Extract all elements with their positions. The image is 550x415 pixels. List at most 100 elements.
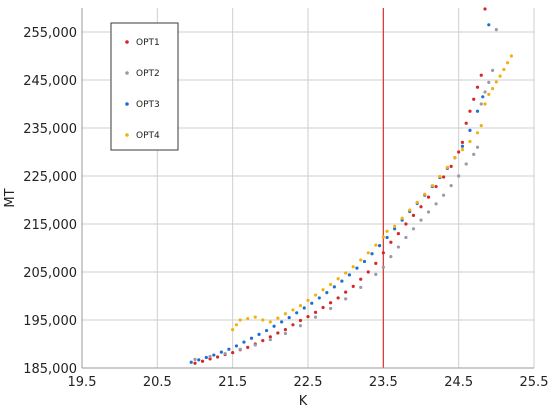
x-tick-label: 19.5 <box>68 375 97 390</box>
data-point <box>344 290 348 294</box>
data-point <box>411 213 416 217</box>
legend-marker <box>125 40 129 44</box>
x-tick-label: 25.5 <box>520 375 549 390</box>
data-point <box>268 335 272 339</box>
data-point <box>204 355 208 360</box>
y-axis-title: MT <box>3 188 18 207</box>
data-point <box>494 28 498 32</box>
data-point <box>193 361 197 365</box>
data-point <box>291 308 295 312</box>
data-point <box>483 102 487 106</box>
data-point <box>347 273 352 277</box>
data-point <box>404 235 408 240</box>
series-opt2 <box>193 28 498 361</box>
data-point <box>208 354 212 359</box>
data-point <box>460 140 465 144</box>
data-point <box>283 328 287 332</box>
data-point <box>370 252 374 256</box>
y-tick-label: 245,000 <box>23 74 77 89</box>
data-point <box>313 293 318 297</box>
legend-label: OPT3 <box>136 100 160 110</box>
data-point <box>487 80 491 84</box>
y-tick-label: 255,000 <box>23 26 77 41</box>
data-point <box>404 222 408 226</box>
data-point <box>374 272 378 276</box>
data-point <box>490 68 495 72</box>
data-point <box>197 358 201 362</box>
data-point <box>287 316 291 320</box>
data-point <box>393 224 397 228</box>
data-point <box>283 312 287 316</box>
data-point <box>389 255 393 259</box>
data-point <box>268 320 272 324</box>
data-point <box>336 296 340 300</box>
data-point <box>298 324 303 328</box>
data-point <box>329 306 333 311</box>
data-point <box>234 323 239 327</box>
data-point <box>325 291 329 295</box>
legend-box <box>110 22 179 151</box>
data-point <box>460 144 465 148</box>
data-point <box>227 347 231 351</box>
data-point <box>475 145 480 149</box>
data-point <box>261 339 265 343</box>
data-point <box>494 80 498 84</box>
data-point <box>298 318 303 323</box>
data-point <box>344 271 348 275</box>
data-point <box>475 109 480 113</box>
data-point <box>249 336 254 340</box>
data-point <box>193 357 197 361</box>
data-point <box>234 344 239 348</box>
data-point <box>498 74 502 78</box>
data-point <box>276 331 280 335</box>
data-point <box>475 85 480 89</box>
data-point <box>460 148 465 152</box>
data-point <box>295 311 299 315</box>
data-point <box>408 208 412 212</box>
data-point <box>479 102 483 106</box>
data-point <box>253 315 257 319</box>
series-opt1 <box>193 7 487 365</box>
data-point <box>389 240 393 244</box>
data-point <box>487 92 491 96</box>
data-point <box>445 165 449 169</box>
data-point <box>329 301 333 305</box>
data-point <box>385 229 389 233</box>
data-point <box>189 360 193 364</box>
data-point <box>468 139 472 144</box>
data-point <box>208 357 212 361</box>
data-point <box>351 284 355 288</box>
y-tick-label: 195,000 <box>23 314 77 329</box>
data-point <box>298 304 303 308</box>
data-point <box>317 296 321 300</box>
data-point <box>280 320 284 324</box>
data-point <box>242 340 246 344</box>
data-point <box>313 310 318 314</box>
y-tick-label: 185,000 <box>23 362 77 377</box>
data-point <box>415 200 419 204</box>
data-point <box>355 266 359 270</box>
data-point <box>310 301 314 305</box>
data-point <box>223 352 227 356</box>
y-tick-label: 215,000 <box>23 218 77 233</box>
data-point <box>351 265 355 269</box>
data-point <box>419 205 423 209</box>
data-point <box>468 109 472 113</box>
data-point <box>393 227 397 231</box>
data-point <box>283 331 287 336</box>
data-point <box>219 350 223 354</box>
legend-label: OPT1 <box>136 38 160 48</box>
data-point <box>306 298 310 302</box>
data-point <box>231 351 235 355</box>
data-point <box>231 328 235 332</box>
data-point <box>302 306 306 310</box>
data-point <box>381 235 385 239</box>
data-point <box>434 202 438 206</box>
x-tick-label: 23.5 <box>369 375 398 390</box>
data-point <box>276 316 280 320</box>
legend-label: OPT2 <box>136 69 160 79</box>
y-tick-label: 205,000 <box>23 266 77 281</box>
data-point <box>362 259 367 264</box>
